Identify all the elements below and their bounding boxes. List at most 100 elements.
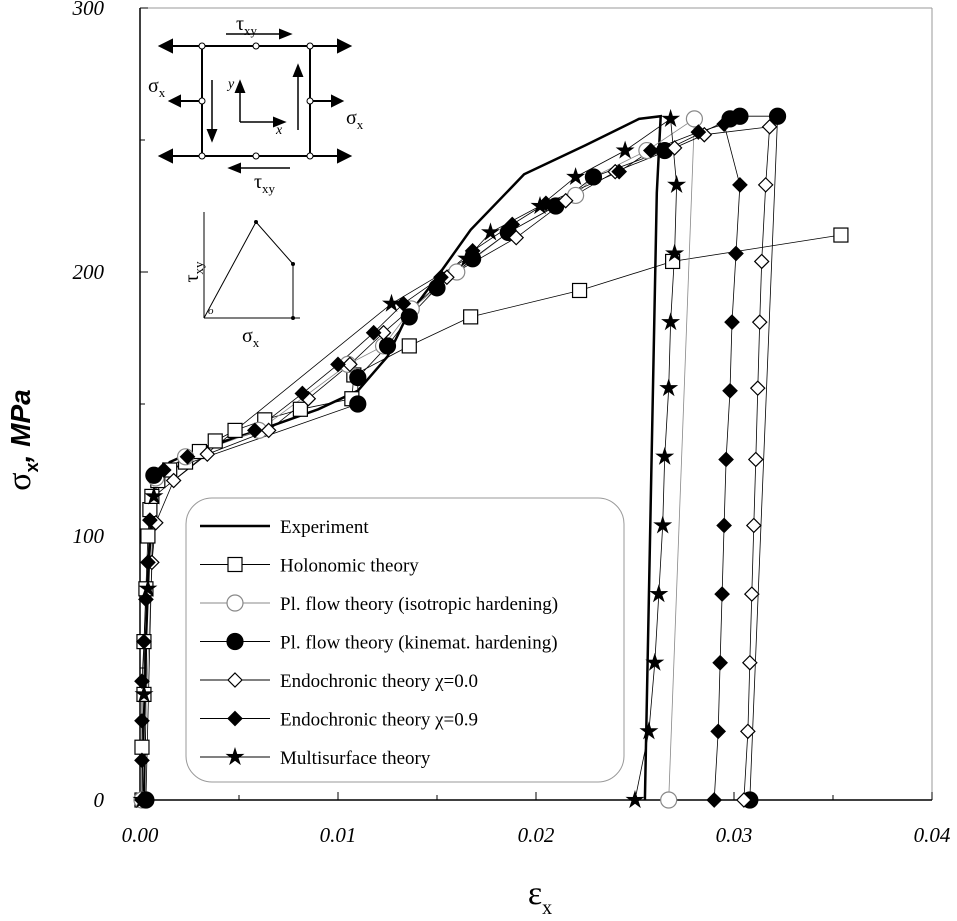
marker xyxy=(653,515,673,534)
arrow-head xyxy=(279,28,293,40)
marker xyxy=(655,446,675,465)
marker xyxy=(716,517,732,534)
marker xyxy=(741,654,758,671)
legend-marker xyxy=(226,632,244,651)
marker xyxy=(400,308,418,326)
marker xyxy=(743,586,760,602)
legend-label: Endochronic theory χ=0.0 xyxy=(280,671,478,692)
axis-x-label: x xyxy=(275,123,283,138)
node xyxy=(291,262,295,266)
x-tick-label: 0.03 xyxy=(716,823,753,847)
axis-y-label: y xyxy=(226,77,235,92)
y-label-symbol: σ xyxy=(1,472,38,490)
marker xyxy=(714,586,730,602)
marker xyxy=(140,554,156,571)
marker xyxy=(749,380,766,397)
marker xyxy=(457,248,477,267)
marker xyxy=(710,723,727,740)
legend-label: Holonomic theory xyxy=(280,556,419,577)
y-label-unit: , MPa xyxy=(5,389,36,463)
node xyxy=(252,152,260,160)
arrow-head xyxy=(206,129,218,143)
node xyxy=(198,42,206,50)
marker xyxy=(294,385,311,402)
inset-path-line xyxy=(203,221,294,319)
marker xyxy=(134,739,150,755)
x-label: εx xyxy=(528,875,552,919)
marker xyxy=(747,451,764,468)
marker xyxy=(615,140,635,159)
marker xyxy=(660,791,678,809)
arrow-head xyxy=(157,38,353,164)
arrow-head xyxy=(234,79,287,128)
marker xyxy=(508,229,525,246)
element xyxy=(201,45,311,157)
inset-labels: τxy τxy σx σx y x xyxy=(148,13,364,196)
y-tick-label: 100 xyxy=(73,524,105,548)
marker xyxy=(712,654,728,671)
marker xyxy=(199,446,216,463)
x-tick-label: 0.04 xyxy=(914,823,951,847)
marker xyxy=(134,684,154,703)
node xyxy=(198,152,206,160)
y-label: σx, MPa xyxy=(1,389,42,490)
legend-box xyxy=(185,497,625,783)
inset-element xyxy=(157,28,353,174)
marker xyxy=(349,395,367,413)
arrow-head xyxy=(227,162,241,174)
node xyxy=(198,97,206,105)
legend-marker xyxy=(226,594,244,612)
sigma-label: σx xyxy=(242,325,260,350)
marker xyxy=(155,462,172,478)
marker xyxy=(144,486,164,505)
tau-sub: xy xyxy=(191,261,206,275)
marker xyxy=(330,356,346,373)
marker xyxy=(761,118,778,135)
x-label-sub: x xyxy=(542,897,552,919)
marker xyxy=(666,140,683,156)
tau-symbol: τ xyxy=(254,171,262,193)
tau-label: τxy xyxy=(236,13,258,38)
legend-marker xyxy=(227,710,243,727)
marker xyxy=(659,378,679,397)
marker xyxy=(227,422,243,438)
marker xyxy=(757,177,774,193)
marker xyxy=(138,578,158,597)
marker xyxy=(134,712,150,729)
tau-sub: xy xyxy=(262,181,276,196)
marker xyxy=(718,451,734,468)
legend-marker xyxy=(225,747,245,766)
sigma-sub: x xyxy=(159,85,166,100)
marker xyxy=(433,269,449,286)
x-tick-label: 0.02 xyxy=(518,823,555,847)
marker xyxy=(736,792,752,808)
marker xyxy=(639,721,659,740)
marker xyxy=(142,512,158,529)
marker xyxy=(732,177,748,193)
marker xyxy=(571,282,588,299)
marker xyxy=(292,401,308,417)
marker xyxy=(833,227,849,243)
marker xyxy=(745,517,762,534)
sigma-label: σx xyxy=(148,75,166,100)
marker xyxy=(140,528,156,544)
marker xyxy=(557,192,574,209)
marker xyxy=(706,792,723,808)
y-tick-label: 200 xyxy=(73,260,105,284)
marker xyxy=(751,314,768,331)
x-tick-label: 0.00 xyxy=(122,823,159,847)
marker xyxy=(584,168,603,186)
marker xyxy=(753,253,770,270)
marker xyxy=(731,107,749,125)
marker xyxy=(740,723,756,740)
marker xyxy=(463,309,479,325)
marker xyxy=(401,338,417,354)
marker xyxy=(661,108,681,128)
marker xyxy=(365,324,382,341)
legend-label: Multisurface theory xyxy=(280,748,431,769)
marker xyxy=(690,124,707,140)
tau-symbol: τ xyxy=(181,274,203,282)
marker xyxy=(728,245,744,262)
tau-sub: xy xyxy=(244,23,258,38)
